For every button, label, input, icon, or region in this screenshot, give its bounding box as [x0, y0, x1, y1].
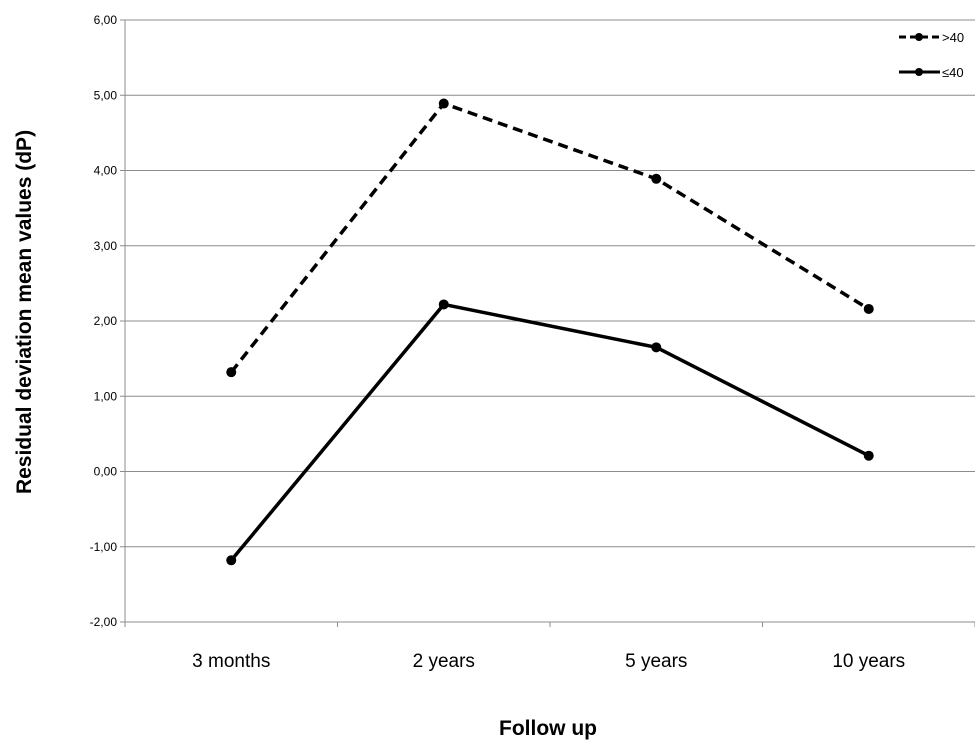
y-tick-label: 6,00	[94, 13, 118, 27]
legend-marker-1	[915, 68, 923, 76]
data-point	[651, 342, 662, 353]
y-axis-ticks: -2,00 -1,00 0,00 1,00 2,00 3,00 4,00 5,00 6,00	[90, 13, 118, 629]
x-tick-label: 3 months	[192, 651, 270, 672]
data-point	[863, 303, 874, 314]
gridlines	[120, 19, 975, 627]
legend-marker-0	[915, 33, 923, 41]
series-line-0	[229, 101, 870, 374]
legend: >40 ≤40	[899, 30, 964, 80]
y-tick-label: -2,00	[90, 615, 118, 629]
x-axis-ticks: 3 months 2 years 5 years 10 years	[192, 651, 905, 672]
x-axis-title: Follow up	[499, 717, 597, 740]
data-point	[438, 299, 449, 310]
legend-label-0: >40	[942, 30, 964, 45]
legend-label-1: ≤40	[942, 65, 964, 80]
data-point	[438, 98, 449, 109]
data-point	[226, 555, 237, 566]
x-tick-label: 5 years	[625, 651, 687, 672]
y-tick-label: 2,00	[94, 314, 118, 328]
x-tick-label: 2 years	[413, 651, 475, 672]
x-tick-label: 10 years	[832, 651, 905, 672]
y-tick-label: -1,00	[90, 540, 118, 554]
y-tick-label: 5,00	[94, 88, 118, 102]
data-point	[863, 450, 874, 461]
y-tick-label: 0,00	[94, 465, 118, 479]
y-axis-title: Residual deviation mean values (dP)	[13, 130, 36, 494]
y-tick-label: 1,00	[94, 389, 118, 403]
series-line-1	[229, 302, 870, 562]
data-point	[651, 173, 662, 184]
y-tick-label: 3,00	[94, 239, 118, 253]
y-tick-label: 4,00	[94, 164, 118, 178]
series-layer	[226, 98, 874, 566]
data-point	[226, 367, 237, 378]
